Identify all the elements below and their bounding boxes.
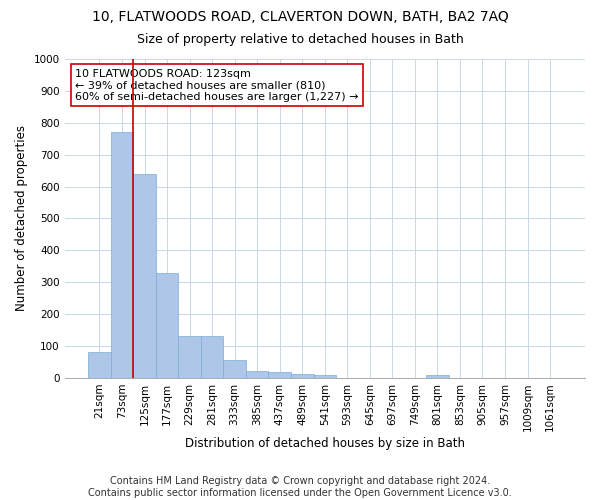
Text: Size of property relative to detached houses in Bath: Size of property relative to detached ho…	[137, 32, 463, 46]
X-axis label: Distribution of detached houses by size in Bath: Distribution of detached houses by size …	[185, 437, 465, 450]
Y-axis label: Number of detached properties: Number of detached properties	[15, 126, 28, 312]
Bar	[291, 374, 314, 378]
Bar	[88, 352, 111, 378]
Bar	[426, 376, 449, 378]
Bar	[314, 376, 336, 378]
Bar	[223, 360, 246, 378]
Text: 10 FLATWOODS ROAD: 123sqm
← 39% of detached houses are smaller (810)
60% of semi: 10 FLATWOODS ROAD: 123sqm ← 39% of detac…	[75, 68, 358, 102]
Text: 10, FLATWOODS ROAD, CLAVERTON DOWN, BATH, BA2 7AQ: 10, FLATWOODS ROAD, CLAVERTON DOWN, BATH…	[92, 10, 508, 24]
Bar	[156, 272, 178, 378]
Bar	[133, 174, 156, 378]
Bar	[246, 371, 268, 378]
Bar	[201, 336, 223, 378]
Bar	[111, 132, 133, 378]
Bar	[268, 372, 291, 378]
Text: Contains HM Land Registry data © Crown copyright and database right 2024.
Contai: Contains HM Land Registry data © Crown c…	[88, 476, 512, 498]
Bar	[178, 336, 201, 378]
